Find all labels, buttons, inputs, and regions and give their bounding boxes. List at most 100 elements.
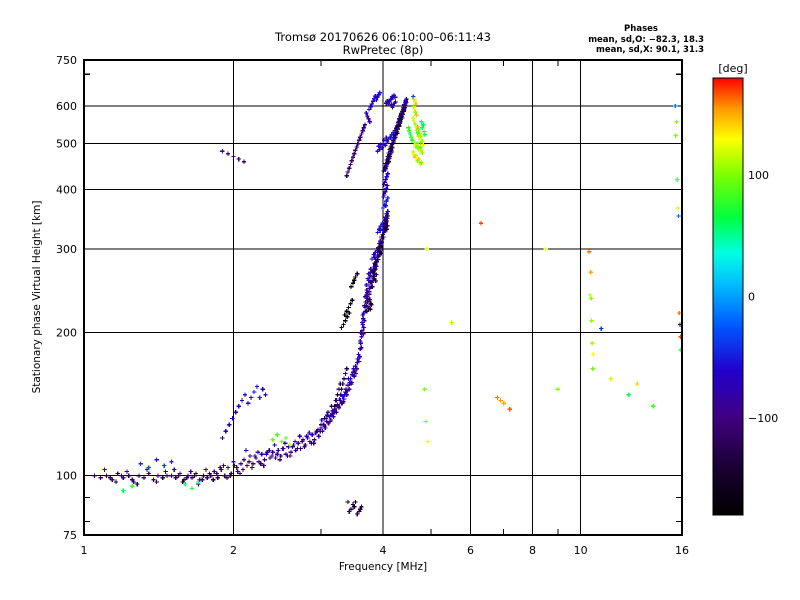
scatter-marker xyxy=(272,442,277,448)
scatter-marker xyxy=(359,320,365,325)
scatter-marker xyxy=(410,149,416,155)
scatter-marker xyxy=(344,173,349,178)
scatter-marker xyxy=(410,138,415,143)
scatter-marker xyxy=(257,395,263,400)
scatter-marker xyxy=(377,90,382,95)
scatter-marker xyxy=(318,422,324,427)
scatter-marker xyxy=(288,450,294,455)
scatter-marker xyxy=(248,395,254,400)
scatter-marker xyxy=(312,437,317,442)
scatter-marker xyxy=(673,133,679,138)
scatter-marker xyxy=(243,448,249,453)
scatter-marker xyxy=(225,465,231,470)
scatter-marker xyxy=(363,282,369,288)
scatter-marker xyxy=(588,296,594,301)
scatter-marker xyxy=(239,398,245,403)
scatter-marker xyxy=(343,318,348,323)
colorbar-frame xyxy=(712,77,744,516)
scatter-marker xyxy=(391,139,397,145)
scatter-marker xyxy=(419,148,424,153)
scatter-marker xyxy=(203,467,209,472)
scatter-marker xyxy=(353,499,358,505)
scatter-marker xyxy=(381,138,387,143)
scatter-marker xyxy=(269,453,275,459)
scatter-marker xyxy=(263,392,268,397)
scatter-marker xyxy=(104,473,109,478)
y-tick-label: 600 xyxy=(56,100,77,113)
x-tick-label: 8 xyxy=(529,544,536,557)
scatter-marker xyxy=(354,144,359,150)
scatter-marker xyxy=(154,457,159,462)
scatter-marker xyxy=(247,453,253,459)
scatter-marker xyxy=(415,130,420,136)
scatter-marker xyxy=(359,334,364,340)
scatter-marker xyxy=(421,129,427,134)
scatter-marker xyxy=(372,267,377,273)
scatter-marker xyxy=(402,105,408,110)
scatter-marker xyxy=(384,227,389,232)
scatter-marker xyxy=(320,429,325,434)
scatter-marker xyxy=(124,469,130,474)
scatter-marker xyxy=(362,122,368,127)
scatter-marker xyxy=(231,154,236,159)
scatter-marker xyxy=(345,314,350,319)
scatter-marker xyxy=(388,97,393,103)
scatter-marker xyxy=(413,101,419,107)
scatter-marker xyxy=(425,439,430,444)
scatter-marker xyxy=(304,434,310,439)
scatter-marker xyxy=(379,246,385,252)
scatter-marker xyxy=(409,134,414,140)
scatter-marker xyxy=(251,389,257,395)
y-axis-title: Stationary phase Virtual Height [km] xyxy=(31,201,43,394)
scatter-marker xyxy=(590,352,596,357)
scatter-marker xyxy=(350,281,356,286)
scatter-marker xyxy=(266,448,272,453)
scatter-marker xyxy=(413,110,418,115)
scatter-marker xyxy=(325,413,330,418)
scatter-marker xyxy=(365,276,371,281)
scatter-marker xyxy=(154,479,159,485)
scatter-marker xyxy=(403,98,408,103)
x-tick-label: 6 xyxy=(467,544,474,557)
scatter-marker xyxy=(261,463,266,468)
scatter-marker xyxy=(386,101,391,107)
scatter-marker xyxy=(169,459,174,464)
scatter-marker xyxy=(374,272,379,277)
scatter-marker xyxy=(351,277,357,283)
scatter-marker xyxy=(296,441,301,446)
scatter-marker xyxy=(348,506,354,512)
scatter-marker xyxy=(336,387,342,392)
scatter-marker xyxy=(358,338,363,344)
scatter-marker xyxy=(379,250,384,256)
scatter-marker xyxy=(359,345,364,350)
scatter-marker xyxy=(176,473,181,478)
scatter-marker xyxy=(302,444,307,450)
scatter-marker xyxy=(319,417,324,423)
x-axis-title: Frequency [MHz] xyxy=(339,561,427,573)
scatter-marker xyxy=(407,128,412,134)
scatter-marker xyxy=(413,144,419,150)
scatter-marker xyxy=(325,410,331,415)
scatter-marker xyxy=(115,471,121,476)
scatter-marker xyxy=(258,461,264,466)
scatter-marker xyxy=(368,307,373,312)
y-tick-label: 200 xyxy=(56,327,77,340)
scatter-marker xyxy=(381,194,386,200)
scatter-marker xyxy=(396,124,402,129)
scatter-marker xyxy=(201,473,206,478)
scatter-marker xyxy=(345,169,351,175)
scatter-marker xyxy=(675,205,681,211)
scatter-marker xyxy=(283,435,289,441)
scatter-marker xyxy=(394,130,400,136)
scatter-marker xyxy=(119,473,124,478)
scatter-marker xyxy=(361,331,366,336)
scatter-marker xyxy=(672,103,678,109)
scatter-marker xyxy=(136,473,142,478)
scatter-marker xyxy=(334,398,339,403)
scatter-marker xyxy=(347,165,352,171)
scatter-marker xyxy=(225,151,231,156)
scatter-marker xyxy=(217,465,223,470)
scatter-marker xyxy=(339,325,344,330)
scatter-marker xyxy=(380,205,386,211)
